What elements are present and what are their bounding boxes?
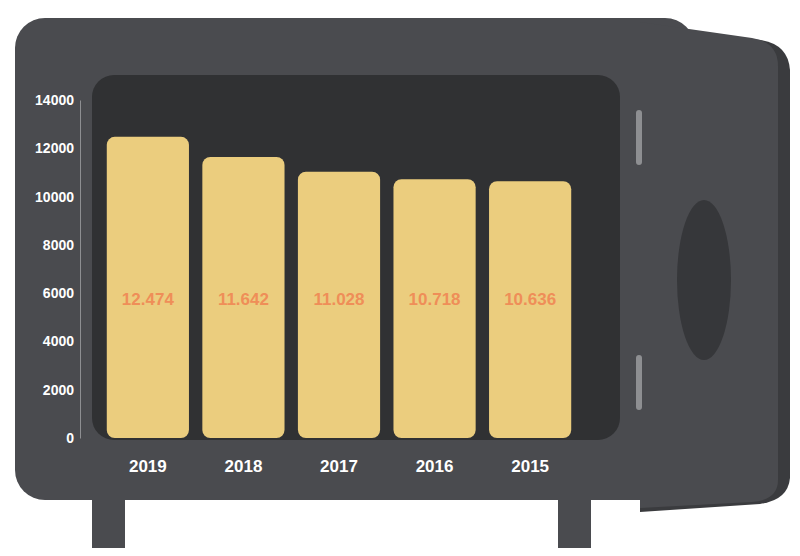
y-tick: 4000 [43, 333, 80, 349]
x-tick: 2017 [320, 438, 358, 476]
safe-handle [677, 200, 731, 360]
bar [489, 181, 571, 438]
y-tick: 14000 [35, 92, 80, 108]
y-tick-label: 4000 [43, 333, 74, 349]
bar [107, 137, 189, 438]
x-tick: 2018 [225, 438, 263, 476]
y-axis: 0 2000 4000 6000 8000 10000 12000 14000 [35, 92, 80, 446]
safe-body [15, 18, 695, 500]
y-tick: 0 [66, 430, 80, 446]
bar [202, 157, 284, 438]
y-tick-label: 0 [66, 430, 74, 446]
y-tick: 10000 [35, 189, 80, 205]
x-tick-label: 2019 [129, 457, 167, 476]
data-label: 11.642 [218, 290, 269, 309]
data-label: 10.718 [409, 290, 461, 309]
bar [393, 179, 475, 438]
safe-hinge [636, 110, 642, 165]
y-tick-label: 6000 [43, 285, 74, 301]
data-labels: 12.474 11.642 11.028 10.718 10.636 [122, 290, 556, 309]
y-tick: 12000 [35, 140, 80, 156]
data-label: 11.028 [313, 290, 364, 309]
y-tick-label: 10000 [35, 189, 74, 205]
chart: 0 2000 4000 6000 8000 10000 12000 14000 2019 2018… [0, 0, 800, 556]
bar [298, 172, 380, 438]
data-label: 12.474 [122, 290, 175, 309]
y-tick: 8000 [43, 237, 80, 253]
safe-hinge [636, 355, 642, 410]
safe-inner [92, 75, 620, 440]
y-tick: 2000 [43, 382, 80, 398]
x-tick-label: 2017 [320, 457, 358, 476]
y-axis-line [80, 101, 81, 439]
data-label: 10.636 [504, 290, 556, 309]
y-tick-label: 8000 [43, 237, 74, 253]
bars [107, 137, 571, 438]
y-tick-label: 12000 [35, 140, 74, 156]
x-tick: 2015 [511, 438, 549, 476]
x-tick-label: 2015 [511, 457, 549, 476]
y-tick-label: 14000 [35, 92, 74, 108]
safe-door [640, 22, 778, 508]
x-tick: 2016 [416, 438, 454, 476]
x-axis: 2019 2018 2017 2016 2015 [129, 438, 549, 476]
y-tick-label: 2000 [43, 382, 74, 398]
x-tick-label: 2016 [416, 457, 454, 476]
x-tick: 2019 [129, 438, 167, 476]
x-tick-label: 2018 [225, 457, 263, 476]
y-tick: 6000 [43, 285, 80, 301]
safe [15, 18, 790, 548]
